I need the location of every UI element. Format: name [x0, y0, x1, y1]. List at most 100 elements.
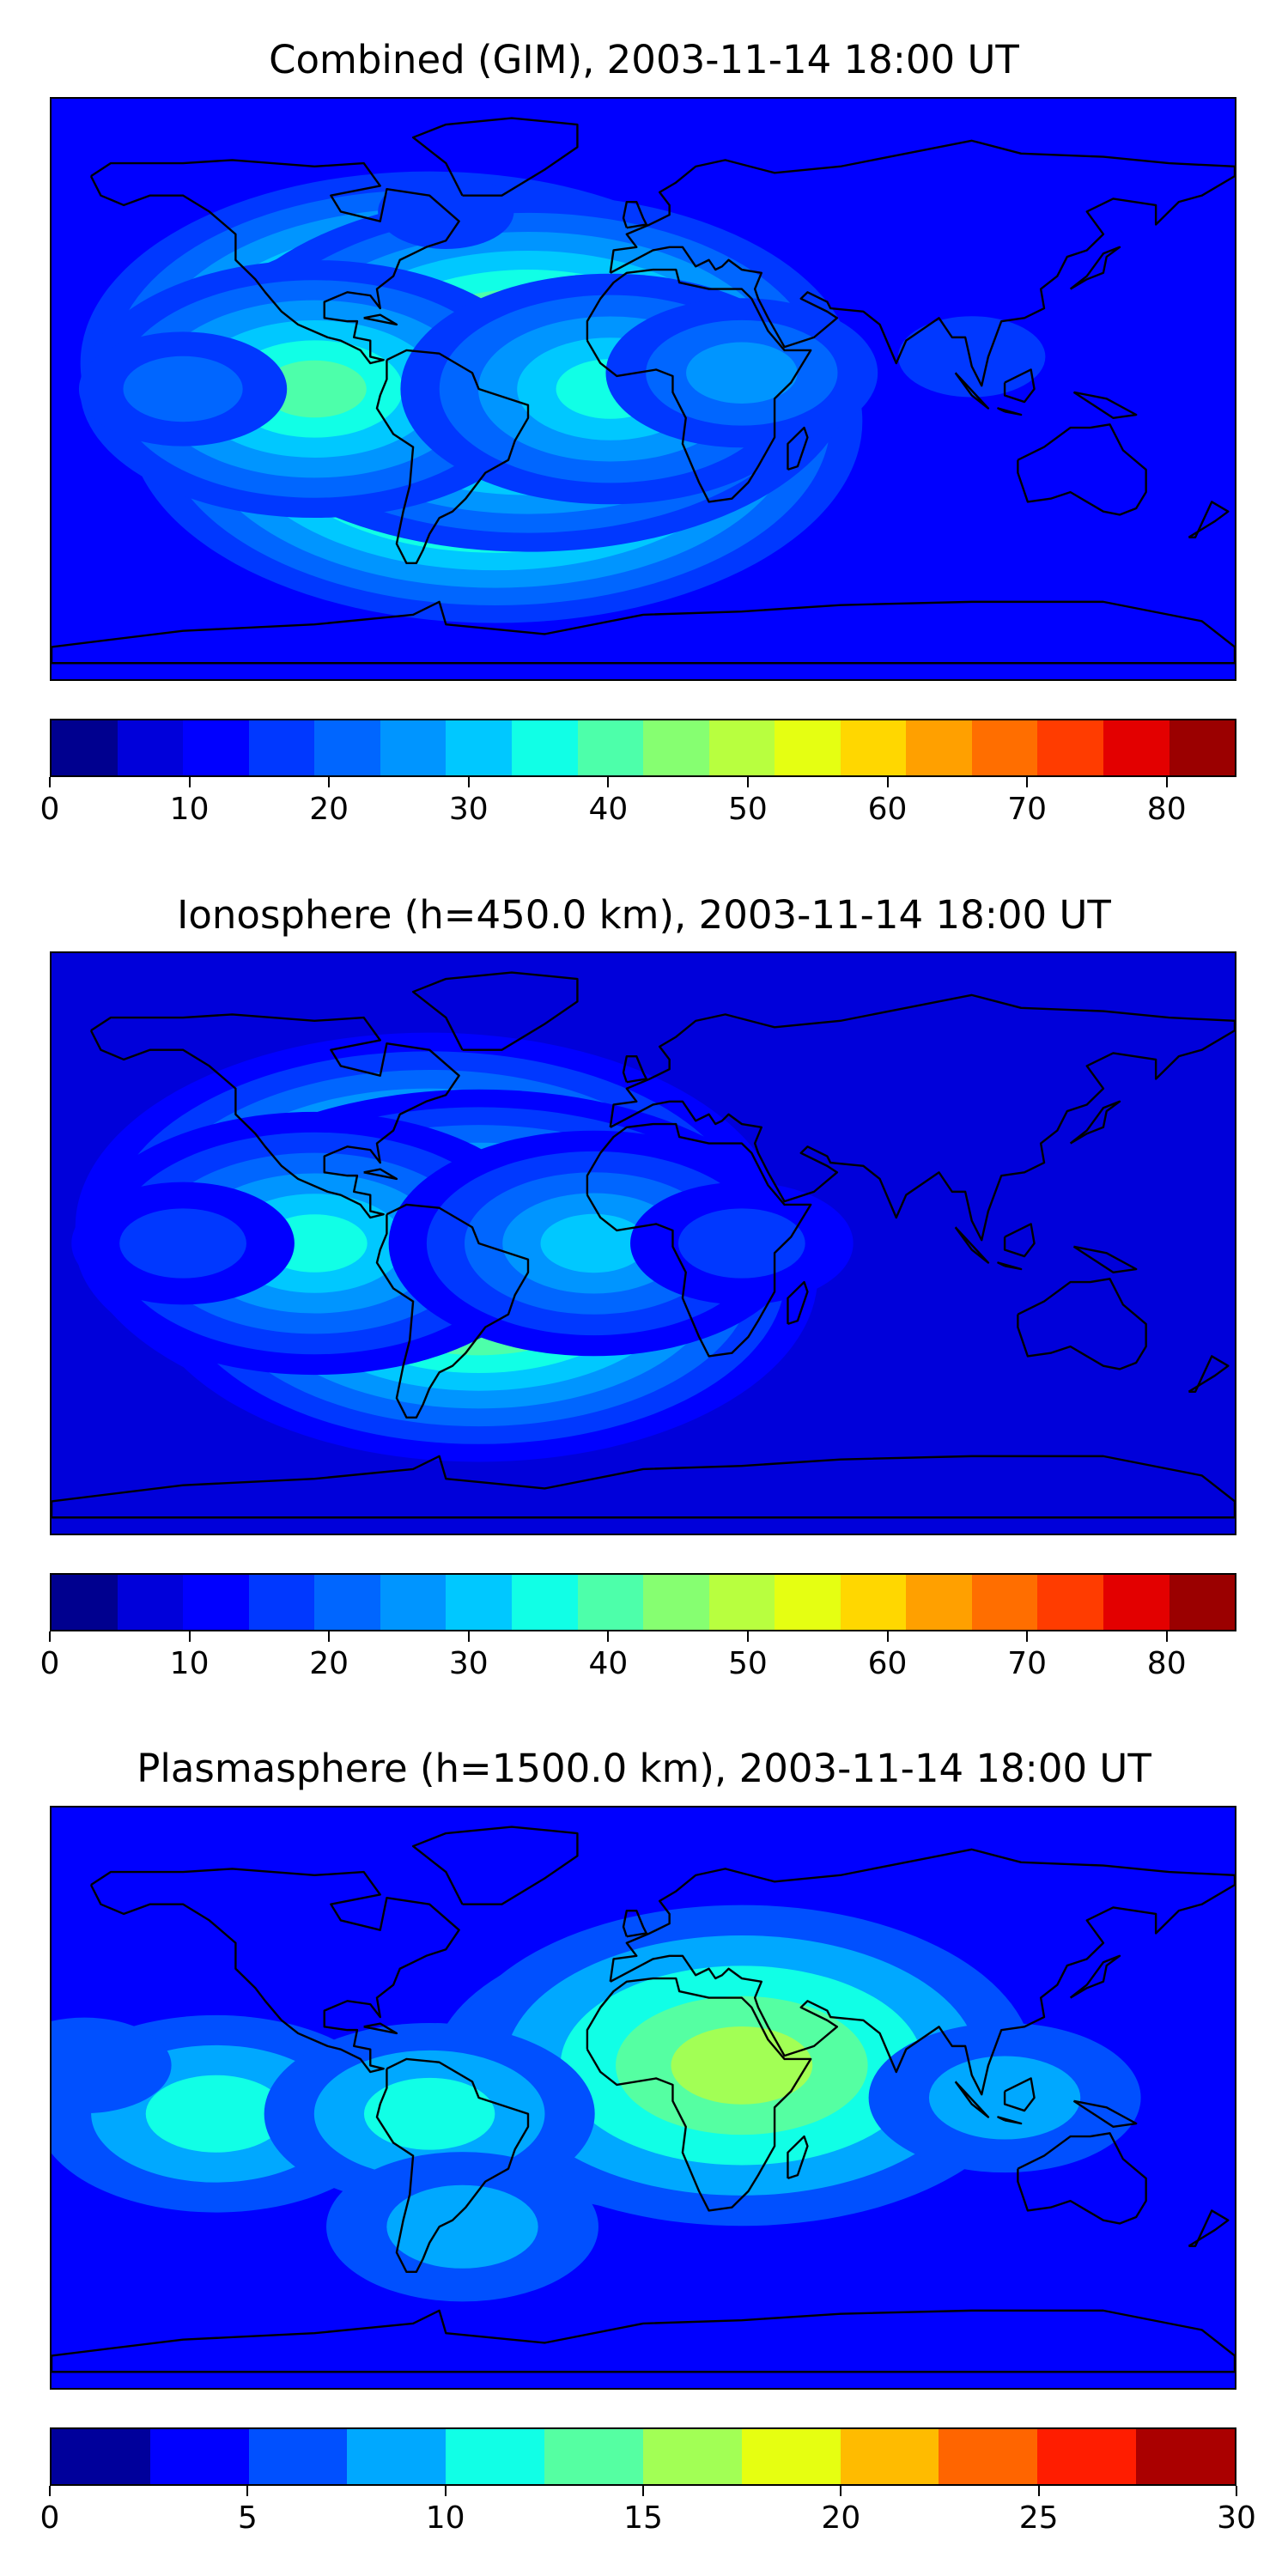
coastline: [52, 600, 1235, 665]
colorbar-tick: [1236, 2486, 1237, 2496]
contour-feature: [52, 2017, 172, 2114]
colorbar-segment: [708, 1575, 775, 1630]
colorbar-tick-label: 80: [1146, 1646, 1187, 1681]
colorbar-segment: [577, 1575, 644, 1630]
colorbar-tick: [328, 777, 331, 787]
coastline: [1069, 246, 1121, 290]
colorbar-tick-label: 0: [39, 1646, 60, 1681]
coastline: [997, 2116, 1023, 2125]
colorbar-tick-label: 20: [309, 1646, 349, 1681]
colorbar-tick: [444, 2486, 447, 2496]
panel-2-colorbar-ticks: 0 10 20 30 40 50 60 70 80: [40, 1631, 1236, 1683]
colorbar-segment: [1037, 2429, 1137, 2484]
coastline: [1072, 391, 1138, 419]
coastline: [52, 1455, 1235, 1519]
colorbar-segment: [52, 2429, 150, 2484]
colorbar-segment: [183, 1575, 249, 1630]
colorbar-segment: [248, 1575, 315, 1630]
coastline: [89, 159, 460, 365]
coastline: [997, 1261, 1023, 1271]
colorbar-segment: [52, 720, 118, 775]
colorbar-segment: [511, 720, 578, 775]
colorbar-tick: [467, 777, 470, 787]
contour-band: [119, 1208, 246, 1279]
contour-feature: [71, 1182, 295, 1305]
contour-feature: [326, 2152, 598, 2302]
coastline: [89, 1868, 460, 2074]
colorbar-tick: [188, 777, 191, 787]
colorbar-segment: [544, 2429, 643, 2484]
coastline: [363, 2022, 398, 2035]
colorbar-segment: [775, 720, 841, 775]
colorbar-segment: [446, 2429, 545, 2484]
colorbar-segment: [939, 2429, 1038, 2484]
colorbar-tick: [1026, 777, 1029, 787]
colorbar-tick: [642, 2486, 644, 2496]
panel-3-title: Plasmasphere (h=1500.0 km), 2003-11-14 1…: [137, 1746, 1151, 1791]
colorbar-segment: [248, 720, 315, 775]
panel-1-colorbar-ticks: 0 10 20 30 40 50 60 70 80: [40, 777, 1236, 829]
colorbar-tick: [1026, 1631, 1029, 1642]
colorbar-segment: [1037, 720, 1103, 775]
contour-feature: [630, 1182, 854, 1305]
colorbar-tick: [188, 1631, 191, 1642]
colorbar-segment: [906, 720, 972, 775]
colorbar-tick-label: 80: [1146, 792, 1187, 827]
colorbar-tick: [1037, 2486, 1040, 2496]
colorbar-tick-label: 50: [728, 1646, 768, 1681]
colorbar-segment: [183, 720, 249, 775]
colorbar-tick-label: 0: [39, 2500, 60, 2536]
colorbar-segment: [1169, 1575, 1236, 1630]
coastline: [1072, 1245, 1138, 1273]
colorbar-segment: [577, 720, 644, 775]
coastline: [1072, 2099, 1138, 2128]
coastline: [787, 2135, 809, 2180]
coastline: [586, 1977, 812, 2212]
panel-1-contour-plot: [52, 99, 1235, 679]
colorbar-segment: [642, 2429, 742, 2484]
panel-1-colorbar: [50, 719, 1236, 777]
panel-3-contour-plot: [52, 1807, 1235, 2388]
coastline: [1188, 501, 1230, 538]
colorbar-segment: [117, 720, 184, 775]
colorbar-tick-label: 30: [448, 1646, 489, 1681]
coastline: [411, 971, 579, 1051]
coastline: [89, 1013, 460, 1219]
coastline: [375, 2057, 530, 2273]
colorbar-tick: [49, 777, 51, 787]
panel-2-title: Ionosphere (h=450.0 km), 2003-11-14 18:0…: [177, 892, 1111, 938]
colorbar-tick-label: 10: [169, 792, 210, 827]
colorbar-segment: [906, 1575, 972, 1630]
colorbar-tick: [49, 1631, 51, 1642]
colorbar-tick-label: 10: [425, 2500, 465, 2536]
coastline: [954, 372, 990, 410]
colorbar-tick-label: 0: [39, 792, 60, 827]
panel-1-title: Combined (GIM), 2003-11-14 18:00 UT: [269, 37, 1019, 82]
colorbar-segment: [314, 1575, 380, 1630]
panel-3-map: [50, 1806, 1236, 2390]
colorbar-segment: [1103, 720, 1170, 775]
colorbar-tick: [746, 1631, 749, 1642]
contour-feature: [605, 298, 878, 448]
coastlines: [52, 971, 1235, 1519]
contour-band: [898, 316, 1046, 398]
coastline: [622, 1909, 647, 1938]
colorbar-segment: [971, 720, 1038, 775]
coastline: [1003, 2077, 1036, 2112]
coastlines: [52, 1826, 1235, 2373]
panel-1-map: [50, 97, 1236, 681]
colorbar-tick-label: 70: [1007, 792, 1048, 827]
coastlines: [52, 117, 1235, 665]
contour-band: [52, 2017, 172, 2114]
coastline: [586, 268, 812, 503]
coastline: [787, 426, 809, 471]
colorbar-tick-label: 40: [588, 1646, 629, 1681]
colorbar-segment: [347, 2429, 447, 2484]
contour-feature: [378, 173, 514, 249]
colorbar-segment: [380, 720, 447, 775]
coastline: [586, 1122, 812, 1358]
colorbar-tick: [607, 777, 610, 787]
coastline: [52, 2309, 1235, 2373]
contour-feature: [449, 1905, 1034, 2227]
colorbar-segment: [511, 1575, 578, 1630]
